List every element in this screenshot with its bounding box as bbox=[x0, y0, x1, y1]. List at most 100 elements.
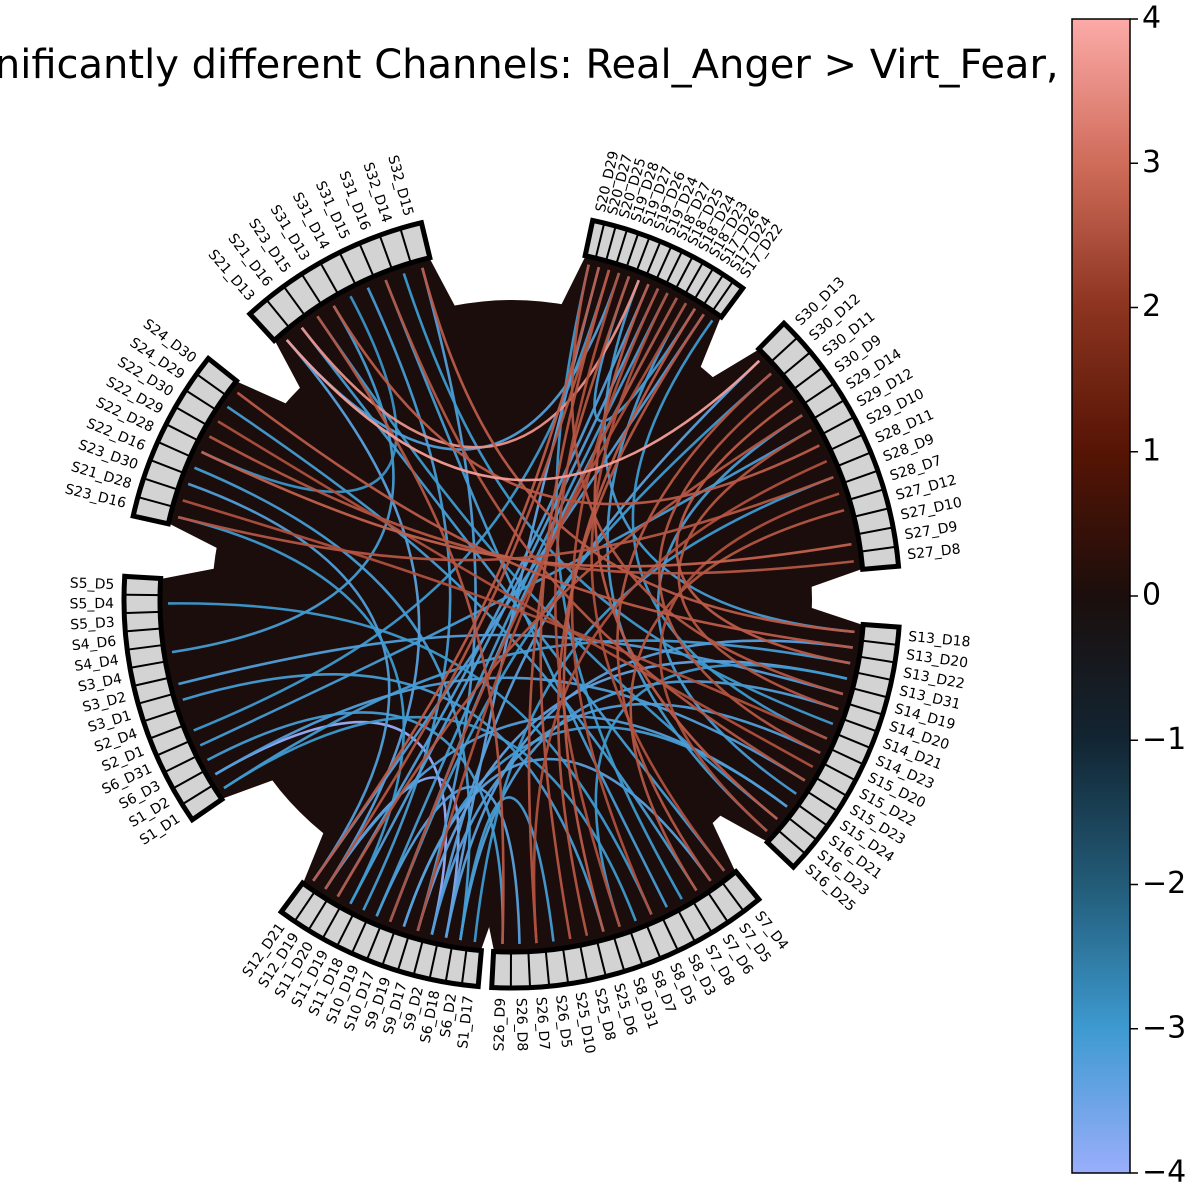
node-divider bbox=[596, 941, 607, 977]
chord-link bbox=[206, 711, 504, 944]
channel-label: S4_D6 bbox=[71, 634, 117, 655]
chord-link bbox=[606, 302, 768, 832]
node-divider bbox=[527, 951, 532, 988]
background-petal bbox=[667, 350, 861, 605]
node-divider bbox=[655, 245, 673, 280]
chord-link bbox=[217, 420, 814, 768]
chord-link bbox=[570, 264, 844, 696]
chord-link bbox=[214, 676, 806, 782]
chord-link bbox=[556, 313, 705, 937]
colorbar-tick-label: 2 bbox=[1142, 289, 1161, 324]
node-divider bbox=[605, 225, 617, 262]
chord-link bbox=[316, 315, 505, 944]
channel-label: S5_D4 bbox=[69, 596, 114, 612]
node-divider bbox=[625, 232, 640, 268]
chord-link bbox=[285, 339, 761, 482]
chord-link bbox=[562, 307, 697, 932]
node-divider bbox=[806, 790, 839, 812]
node-divider bbox=[842, 718, 878, 733]
node-divider bbox=[428, 943, 439, 980]
node-divider bbox=[635, 236, 651, 272]
node-divider bbox=[661, 917, 679, 952]
chord-link bbox=[388, 302, 688, 923]
channel-label: S6_D2 bbox=[438, 992, 460, 1038]
node-divider bbox=[837, 451, 872, 468]
chord-link bbox=[459, 680, 839, 941]
chord-link bbox=[603, 279, 855, 634]
node-divider bbox=[133, 676, 169, 687]
node-divider bbox=[300, 273, 322, 305]
node-divider bbox=[693, 267, 715, 300]
node-divider bbox=[350, 920, 368, 954]
channel-label: S26_D8 bbox=[513, 998, 530, 1052]
chord-link bbox=[200, 295, 398, 494]
node-divider bbox=[381, 931, 396, 966]
colorbar-tick-label: 0 bbox=[1142, 578, 1161, 613]
chord-link bbox=[375, 292, 669, 917]
chord-link bbox=[384, 279, 806, 782]
node-divider bbox=[702, 274, 725, 306]
chord-link bbox=[375, 785, 521, 944]
chord-link bbox=[658, 385, 821, 755]
node-divider bbox=[307, 899, 329, 931]
node-divider bbox=[172, 770, 205, 790]
node-divider bbox=[143, 709, 178, 723]
group-arc bbox=[582, 217, 747, 321]
chord-link bbox=[177, 515, 406, 905]
chord-link bbox=[532, 459, 828, 944]
node-divider bbox=[412, 940, 424, 976]
chord-link bbox=[324, 269, 611, 890]
node-divider bbox=[645, 241, 662, 276]
node-divider bbox=[856, 671, 892, 681]
node-divider bbox=[707, 891, 729, 923]
chord-link bbox=[539, 269, 611, 940]
node-divider bbox=[579, 945, 589, 981]
chord-link bbox=[168, 602, 653, 915]
channel-label: S4_D4 bbox=[73, 652, 119, 675]
colorbar-gradient bbox=[1071, 18, 1131, 1174]
colorbar-tick-label: 3 bbox=[1142, 145, 1161, 180]
node-divider bbox=[849, 488, 885, 501]
node-divider bbox=[282, 285, 306, 317]
chord-link bbox=[675, 399, 851, 665]
chord-layer: S5_D5S5_D4S5_D3S4_D6S4_D4S3_D4S3_D2S3_D1… bbox=[63, 149, 971, 1055]
node-divider bbox=[336, 913, 355, 947]
chord-link bbox=[236, 391, 853, 649]
node-divider bbox=[777, 829, 807, 855]
node-divider bbox=[293, 890, 316, 922]
link-layer bbox=[168, 264, 855, 944]
channel-group: S20_D29S20_D27S20_D25S19_D28S19_D27S19_D… bbox=[582, 149, 787, 321]
chord-link bbox=[182, 673, 605, 932]
colorbar-tick-label: 1 bbox=[1142, 433, 1161, 468]
node-divider bbox=[544, 950, 551, 987]
node-divider bbox=[860, 545, 897, 553]
chord-link bbox=[590, 292, 726, 872]
chord-link bbox=[312, 266, 601, 882]
node-divider bbox=[711, 280, 734, 312]
chord-link bbox=[677, 429, 839, 711]
channel-label: S26_D5 bbox=[552, 994, 574, 1049]
group-arc bbox=[121, 573, 226, 824]
node-divider bbox=[129, 660, 166, 669]
group-arc bbox=[755, 319, 902, 573]
node-divider bbox=[396, 936, 410, 972]
node-divider bbox=[721, 881, 745, 912]
node-divider bbox=[156, 740, 190, 757]
node-divider bbox=[797, 804, 829, 827]
channel-label: S1_D17 bbox=[455, 995, 477, 1050]
colorbar-tick-label: 4 bbox=[1142, 1, 1161, 36]
node-divider bbox=[319, 262, 339, 295]
node-divider bbox=[399, 228, 412, 264]
node-divider bbox=[149, 724, 184, 740]
chord-link bbox=[459, 796, 555, 942]
node-divider bbox=[829, 433, 864, 451]
node-divider bbox=[830, 748, 864, 766]
node-divider bbox=[460, 948, 468, 985]
node-divider bbox=[848, 702, 884, 716]
chord-link bbox=[332, 305, 820, 506]
node-divider bbox=[677, 909, 697, 943]
chord-link bbox=[226, 405, 698, 892]
channel-label: S27_D8 bbox=[907, 541, 962, 563]
node-divider bbox=[857, 526, 894, 536]
